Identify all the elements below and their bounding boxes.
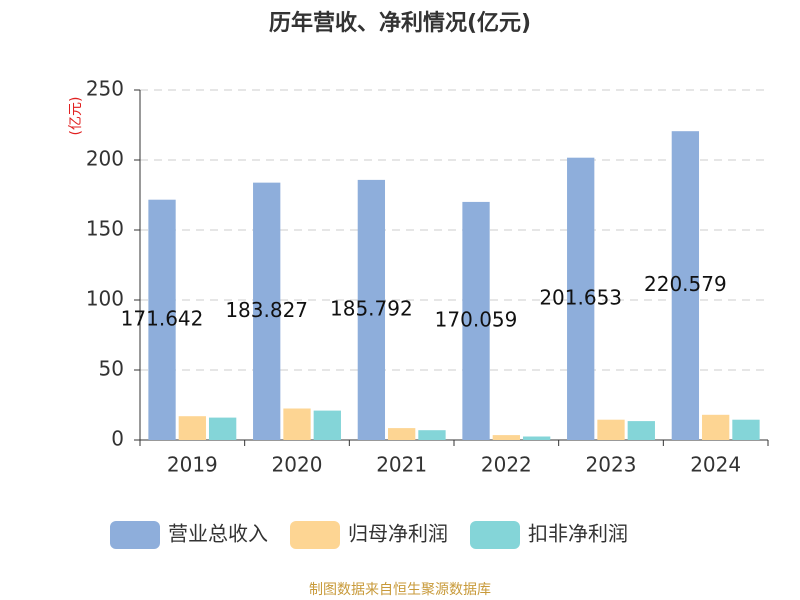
x-tick-label: 2023 [586,453,637,477]
bar [492,435,520,440]
bar [702,414,730,440]
bar [567,157,595,441]
bar [418,430,446,440]
legend-swatch [470,521,520,549]
legend-swatch [290,521,340,549]
legend-swatch [110,521,160,549]
legend-label: 营业总收入 [168,522,268,546]
bar [283,408,311,440]
data-label: 201.653 [539,285,622,309]
legend-label: 归母净利润 [348,522,448,546]
footer: 制图数据来自恒生聚源数据库 [309,582,491,598]
y-axis-label: (亿元) [68,97,84,136]
y-tick-label: 200 [86,147,124,171]
x-tick-label: 2022 [481,453,532,477]
bar [462,201,490,440]
bar [178,416,206,440]
bar [597,419,625,440]
bar [388,428,416,440]
bar [148,199,176,440]
y-tick-label: 250 [86,77,124,101]
bar [671,131,700,441]
y-tick-label: 150 [86,217,124,241]
data-label: 171.642 [121,306,204,330]
x-tick-label: 2021 [376,453,427,477]
legend-label: 扣非净利润 [528,522,628,546]
bar [253,182,281,440]
bar [357,179,386,440]
data-label: 183.827 [225,298,308,322]
bar [313,410,341,440]
bar [732,419,760,440]
x-tick-label: 2020 [272,453,323,477]
bar [208,417,237,440]
bar [627,421,655,440]
chart-title: 历年营收、净利情况(亿元) [269,10,531,36]
x-tick-label: 2019 [167,453,218,477]
x-tick-label: 2024 [690,453,741,477]
data-label: 170.059 [435,307,518,331]
y-tick-label: 50 [99,357,124,381]
bar [522,436,551,440]
data-label: 220.579 [644,272,727,296]
y-tick-label: 0 [111,427,124,451]
y-tick-label: 100 [86,287,124,311]
data-label: 185.792 [330,296,413,320]
